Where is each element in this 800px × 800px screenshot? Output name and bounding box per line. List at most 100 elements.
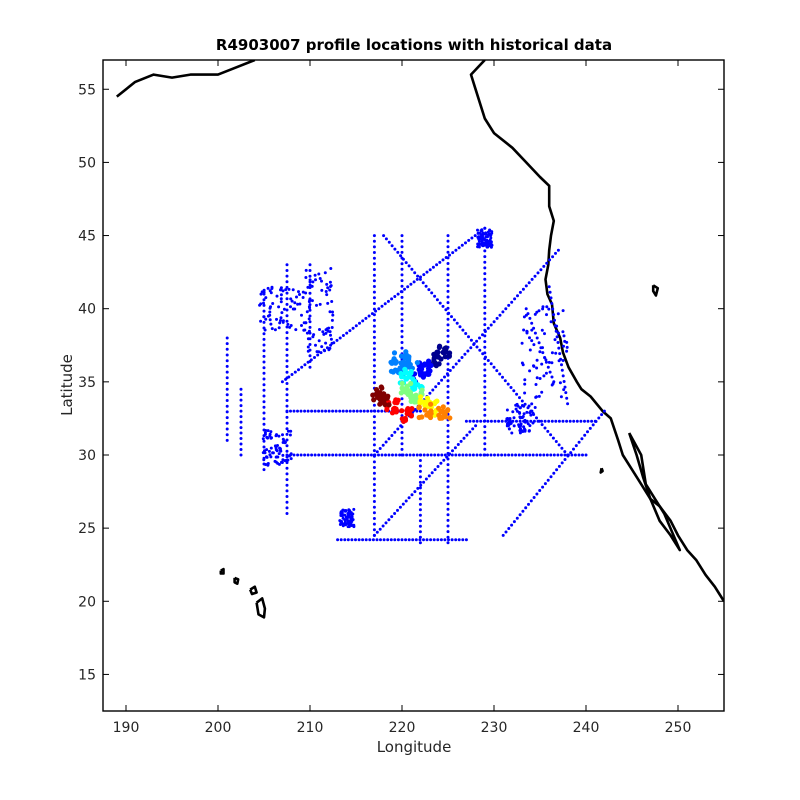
- historical-point: [263, 431, 267, 435]
- historical-point: [418, 538, 422, 542]
- historical-point: [345, 331, 349, 335]
- historical-point: [285, 444, 289, 448]
- historical-point: [448, 452, 452, 456]
- historical-point: [446, 306, 450, 310]
- historical-point: [554, 440, 558, 443]
- historical-point: [393, 430, 397, 434]
- historical-point: [338, 409, 342, 413]
- historical-point: [386, 299, 390, 303]
- historical-point: [281, 289, 285, 293]
- historical-point: [562, 388, 566, 392]
- historical-point: [265, 455, 269, 459]
- x-tick-label: 190: [113, 720, 140, 736]
- y-tick-label: 40: [78, 302, 96, 318]
- historical-point: [483, 323, 487, 327]
- historical-point: [600, 413, 604, 417]
- historical-point: [532, 326, 536, 330]
- historical-point: [330, 318, 334, 322]
- historical-point: [518, 419, 522, 423]
- historical-point: [301, 290, 305, 294]
- historical-point: [480, 243, 484, 247]
- historical-point: [297, 368, 300, 372]
- historical-point: [269, 430, 273, 434]
- historical-point: [278, 447, 282, 451]
- historical-point: [306, 345, 310, 349]
- historical-point: [436, 453, 440, 457]
- historical-point: [540, 390, 544, 394]
- historical-point: [554, 251, 557, 255]
- historical-point: [559, 453, 563, 457]
- historical-point: [483, 413, 487, 417]
- coastline-baja-california: [627, 432, 682, 552]
- historical-point: [483, 317, 487, 321]
- float-profile-point: [416, 414, 422, 421]
- historical-point: [550, 419, 554, 423]
- historical-point: [306, 409, 310, 413]
- historical-point: [489, 453, 493, 457]
- historical-point: [400, 318, 404, 322]
- historical-point: [446, 507, 450, 511]
- historical-point: [549, 475, 553, 479]
- historical-point: [594, 420, 598, 423]
- historical-point: [225, 393, 229, 397]
- historical-point: [400, 284, 404, 288]
- float-profile-point: [399, 408, 405, 414]
- historical-point: [372, 403, 376, 407]
- historical-point: [565, 340, 569, 344]
- historical-point: [285, 427, 289, 431]
- historical-point: [446, 435, 450, 439]
- historical-point: [290, 299, 294, 303]
- historical-point: [519, 428, 523, 432]
- historical-point: [269, 436, 273, 440]
- historical-point: [489, 236, 493, 240]
- float-profile-point: [395, 397, 401, 403]
- historical-point: [239, 393, 243, 397]
- historical-point: [428, 268, 432, 272]
- historical-point: [535, 453, 539, 457]
- historical-point: [462, 436, 466, 440]
- historical-point: [563, 458, 567, 461]
- historical-point: [535, 358, 539, 362]
- historical-point: [446, 278, 450, 282]
- historical-point: [293, 301, 297, 305]
- historical-point: [530, 409, 534, 413]
- historical-point: [553, 338, 557, 342]
- historical-point: [483, 453, 487, 457]
- historical-point: [400, 234, 404, 238]
- historical-point: [372, 318, 376, 322]
- historical-point: [472, 343, 476, 346]
- historical-point: [493, 419, 497, 423]
- historical-point: [446, 273, 450, 277]
- historical-point: [346, 525, 350, 529]
- historical-point: [262, 332, 266, 336]
- historical-point: [476, 245, 480, 249]
- x-tick-label: 200: [205, 720, 232, 736]
- historical-point: [538, 350, 542, 354]
- historical-point: [562, 334, 566, 338]
- historical-point: [239, 415, 243, 419]
- historical-point: [478, 336, 481, 340]
- historical-point: [372, 268, 376, 271]
- historical-point: [569, 451, 573, 455]
- historical-point: [263, 328, 267, 332]
- historical-point: [455, 321, 459, 325]
- historical-point: [347, 508, 351, 512]
- historical-point: [282, 439, 286, 443]
- historical-point: [570, 453, 574, 457]
- historical-point: [372, 335, 376, 339]
- historical-point: [560, 446, 564, 450]
- historical-point: [537, 419, 541, 423]
- historical-point: [372, 488, 376, 492]
- float-profile-point: [398, 353, 405, 359]
- float-profile-point: [408, 413, 414, 419]
- historical-point: [559, 395, 563, 399]
- historical-point: [297, 290, 300, 294]
- historical-point: [262, 371, 266, 375]
- historical-point: [521, 287, 525, 291]
- historical-point: [327, 409, 331, 413]
- historical-point: [438, 260, 442, 264]
- historical-point: [308, 343, 312, 346]
- historical-point: [285, 449, 289, 453]
- historical-point: [343, 538, 347, 542]
- float-profile-point: [407, 408, 413, 414]
